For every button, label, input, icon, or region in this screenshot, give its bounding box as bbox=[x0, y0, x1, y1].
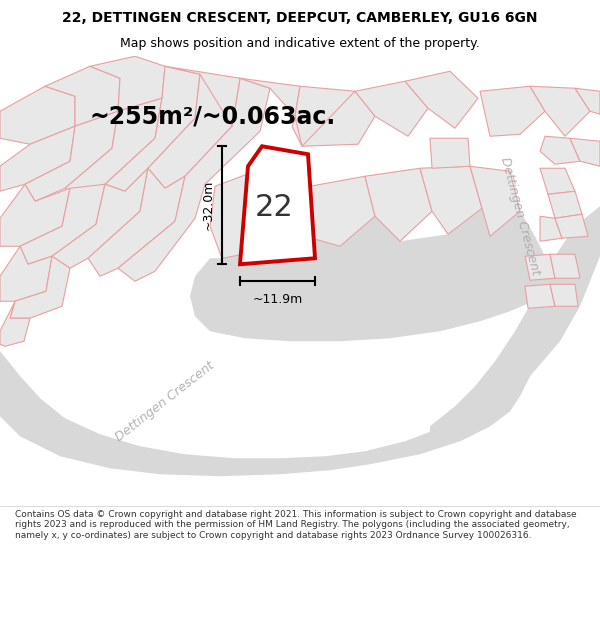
Polygon shape bbox=[0, 351, 40, 411]
Polygon shape bbox=[210, 171, 265, 258]
Polygon shape bbox=[540, 136, 580, 164]
Polygon shape bbox=[0, 351, 530, 476]
Polygon shape bbox=[118, 78, 270, 281]
Polygon shape bbox=[525, 284, 555, 308]
Polygon shape bbox=[575, 88, 600, 114]
Polygon shape bbox=[0, 246, 52, 301]
Polygon shape bbox=[365, 168, 432, 241]
Polygon shape bbox=[530, 86, 590, 136]
Polygon shape bbox=[550, 284, 578, 306]
Polygon shape bbox=[548, 191, 582, 218]
Polygon shape bbox=[240, 146, 315, 264]
Polygon shape bbox=[10, 256, 70, 318]
Polygon shape bbox=[65, 98, 162, 198]
Polygon shape bbox=[550, 254, 580, 278]
Polygon shape bbox=[105, 66, 200, 191]
Polygon shape bbox=[45, 66, 120, 126]
Polygon shape bbox=[90, 56, 165, 111]
Polygon shape bbox=[555, 214, 588, 238]
Text: ~32.0m: ~32.0m bbox=[202, 180, 215, 231]
Polygon shape bbox=[52, 168, 148, 268]
Polygon shape bbox=[470, 166, 520, 236]
Polygon shape bbox=[190, 168, 550, 341]
Polygon shape bbox=[540, 216, 562, 241]
Text: Map shows position and indicative extent of the property.: Map shows position and indicative extent… bbox=[120, 36, 480, 49]
Text: ~255m²/~0.063ac.: ~255m²/~0.063ac. bbox=[90, 104, 336, 128]
Polygon shape bbox=[0, 301, 30, 346]
Polygon shape bbox=[430, 206, 600, 441]
Polygon shape bbox=[165, 66, 240, 126]
Polygon shape bbox=[540, 168, 575, 194]
Text: 22: 22 bbox=[255, 193, 294, 222]
Text: 22, DETTINGEN CRESCENT, DEEPCUT, CAMBERLEY, GU16 6GN: 22, DETTINGEN CRESCENT, DEEPCUT, CAMBERL… bbox=[62, 11, 538, 25]
Text: ~11.9m: ~11.9m bbox=[253, 292, 302, 306]
Polygon shape bbox=[305, 176, 375, 246]
Polygon shape bbox=[405, 71, 478, 128]
Polygon shape bbox=[25, 111, 118, 201]
Polygon shape bbox=[0, 126, 75, 191]
Polygon shape bbox=[570, 138, 600, 166]
Text: Contains OS data © Crown copyright and database right 2021. This information is : Contains OS data © Crown copyright and d… bbox=[15, 510, 577, 539]
Polygon shape bbox=[240, 78, 300, 116]
Text: Dettingen Crescent: Dettingen Crescent bbox=[498, 156, 542, 277]
Polygon shape bbox=[525, 254, 555, 280]
Polygon shape bbox=[0, 86, 75, 144]
Polygon shape bbox=[355, 81, 428, 136]
Polygon shape bbox=[88, 168, 185, 276]
Polygon shape bbox=[0, 184, 70, 246]
Polygon shape bbox=[295, 86, 355, 146]
Polygon shape bbox=[148, 74, 240, 188]
Polygon shape bbox=[20, 184, 105, 264]
Polygon shape bbox=[430, 138, 470, 168]
Polygon shape bbox=[292, 91, 375, 146]
Polygon shape bbox=[480, 86, 545, 136]
Polygon shape bbox=[420, 166, 482, 234]
Text: Dettingen Crescent: Dettingen Crescent bbox=[113, 359, 217, 444]
